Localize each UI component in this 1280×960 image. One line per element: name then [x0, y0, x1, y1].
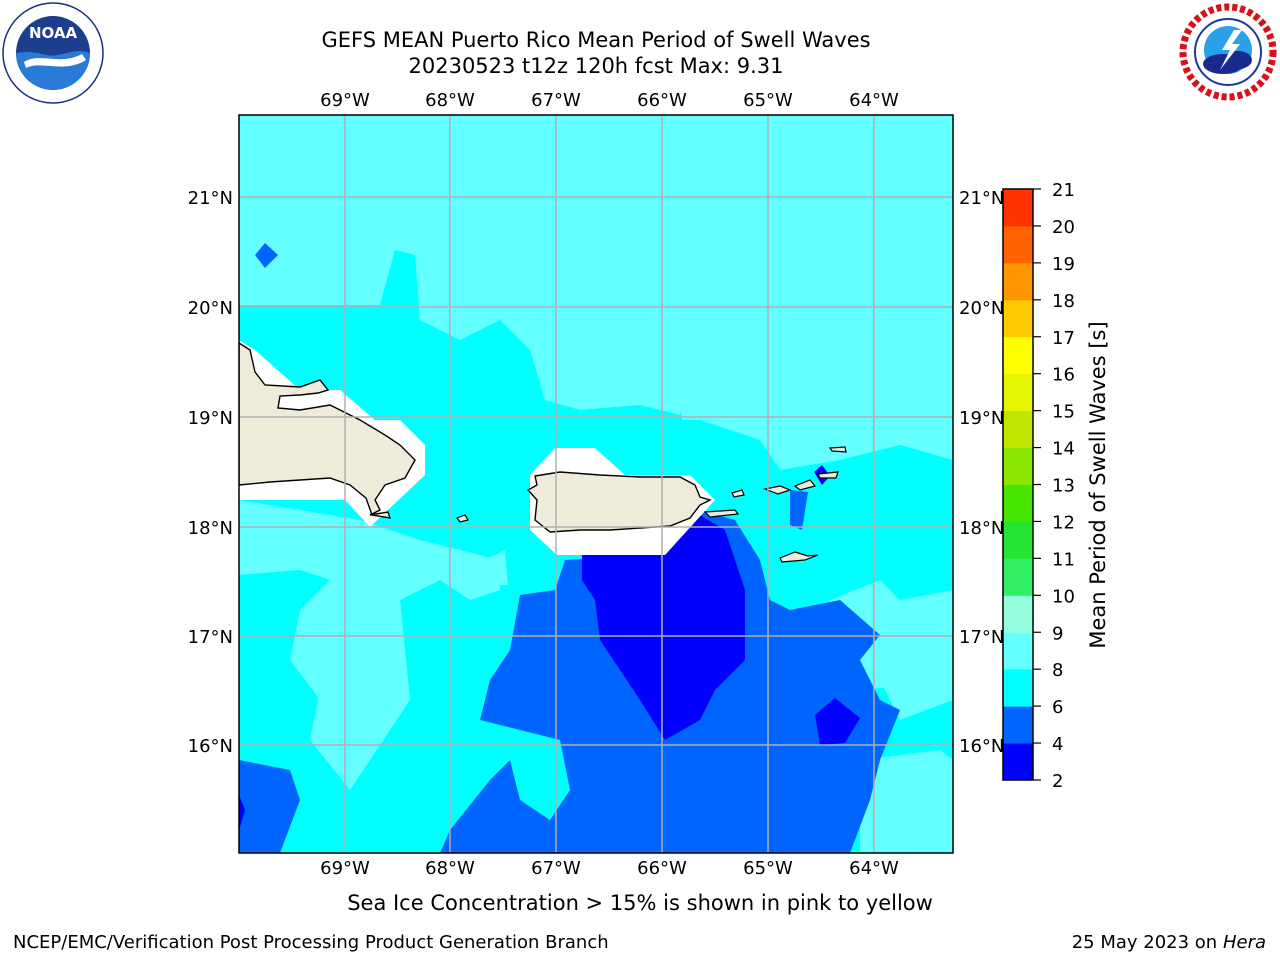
- colorbar-tick-label: 17: [1052, 328, 1075, 349]
- colorbar-tick-label: 20: [1052, 217, 1075, 238]
- lon-label: 69°W: [320, 858, 370, 879]
- map-frame: [238, 114, 954, 854]
- colorbar-tick-label: 16: [1052, 365, 1075, 386]
- lat-label: 16°N: [188, 736, 233, 757]
- date-host: Hera: [1222, 932, 1266, 953]
- colorbar-segment: [1003, 373, 1033, 412]
- noaa-logo: NOAA: [2, 2, 104, 104]
- colorbar-segment: [1003, 743, 1033, 781]
- lat-label: 17°N: [959, 627, 1004, 648]
- lon-labels-top: 69°W 68°W 67°W 66°W 65°W 64°W: [320, 90, 899, 111]
- colorbar-segment: [1003, 410, 1033, 449]
- lon-label: 67°W: [531, 90, 581, 111]
- lat-label: 19°N: [188, 408, 233, 429]
- map-gridlines: [239, 115, 953, 853]
- lat-label: 19°N: [959, 408, 1004, 429]
- colorbar-segment: [1003, 299, 1033, 338]
- colorbar-tick-label: 2: [1052, 771, 1063, 792]
- colorbar-ticks: 2 4 6 8 9 10 11 12 13 14 15 16 17 18 19 20 21: [1033, 180, 1075, 792]
- lon-labels-bottom: 69°W 68°W 67°W 66°W 65°W 64°W: [320, 858, 899, 879]
- colorbar-tick-label: 9: [1052, 623, 1063, 644]
- colorbar-segment: [1003, 225, 1033, 264]
- lon-label: 69°W: [320, 90, 370, 111]
- colorbar-tick-label: 12: [1052, 512, 1075, 533]
- lat-label: 20°N: [959, 298, 1004, 319]
- lat-label: 21°N: [959, 188, 1004, 209]
- colorbar-tick-label: 11: [1052, 549, 1075, 570]
- colorbar-tick-label: 19: [1052, 254, 1075, 275]
- colorbar-segment: [1003, 262, 1033, 301]
- colorbar: [1002, 188, 1034, 781]
- colorbar-segment: [1003, 669, 1033, 707]
- colorbar-tick-label: 4: [1052, 734, 1063, 755]
- colorbar-segment: [1003, 521, 1033, 559]
- lat-label: 21°N: [188, 188, 233, 209]
- colorbar-tick-label: 21: [1052, 180, 1075, 201]
- colorbar-segment: [1003, 706, 1033, 744]
- lon-label: 64°W: [849, 858, 899, 879]
- svg-text:NOAA: NOAA: [29, 24, 78, 42]
- lat-label: 18°N: [959, 518, 1004, 539]
- colorbar-tick-label: 10: [1052, 586, 1075, 607]
- date-prefix: 25 May 2023 on: [1071, 932, 1218, 953]
- credit-text: NCEP/EMC/Verification Post Processing Pr…: [13, 932, 609, 953]
- sea-ice-caption: Sea Ice Concentration > 15% is shown in …: [347, 891, 933, 915]
- lon-label: 66°W: [637, 90, 687, 111]
- colorbar-segment: [1003, 595, 1033, 633]
- map-subtitle: 20230523 t12z 120h fcst Max: 9.31: [408, 54, 784, 78]
- colorbar-tick-label: 6: [1052, 697, 1063, 718]
- colorbar-segment: [1003, 484, 1033, 522]
- colorbar-label: Mean Period of Swell Waves [s]: [1086, 321, 1110, 648]
- nws-logo: [1179, 3, 1277, 101]
- lon-label: 65°W: [743, 858, 793, 879]
- map-title: GEFS MEAN Puerto Rico Mean Period of Swe…: [321, 28, 871, 52]
- lat-label: 18°N: [188, 518, 233, 539]
- colorbar-segment: [1003, 447, 1033, 485]
- colorbar-tick-label: 8: [1052, 660, 1063, 681]
- colorbar-tick-label: 13: [1052, 476, 1075, 497]
- colorbar-tick-label: 14: [1052, 439, 1075, 460]
- lat-labels-right: 21°N 20°N 19°N 18°N 17°N 16°N: [959, 188, 1004, 757]
- lon-label: 68°W: [425, 858, 475, 879]
- date-text: 25 May 2023 on Hera: [1072, 932, 1266, 953]
- colorbar-segment: [1003, 558, 1033, 596]
- colorbar-segment: [1003, 189, 1033, 227]
- lon-label: 67°W: [531, 858, 581, 879]
- lat-label: 20°N: [188, 298, 233, 319]
- colorbar-tick-label: 15: [1052, 402, 1075, 423]
- colorbar-segment: [1003, 632, 1033, 670]
- colorbar-tick-label: 18: [1052, 291, 1075, 312]
- lon-label: 68°W: [425, 90, 475, 111]
- lat-label: 16°N: [959, 736, 1004, 757]
- contour-field: [239, 115, 953, 853]
- lat-labels-left: 21°N 20°N 19°N 18°N 17°N 16°N: [188, 188, 233, 757]
- lon-label: 65°W: [743, 90, 793, 111]
- lat-label: 17°N: [188, 627, 233, 648]
- lon-label: 66°W: [637, 858, 687, 879]
- lon-label: 64°W: [849, 90, 899, 111]
- colorbar-segment: [1003, 336, 1033, 375]
